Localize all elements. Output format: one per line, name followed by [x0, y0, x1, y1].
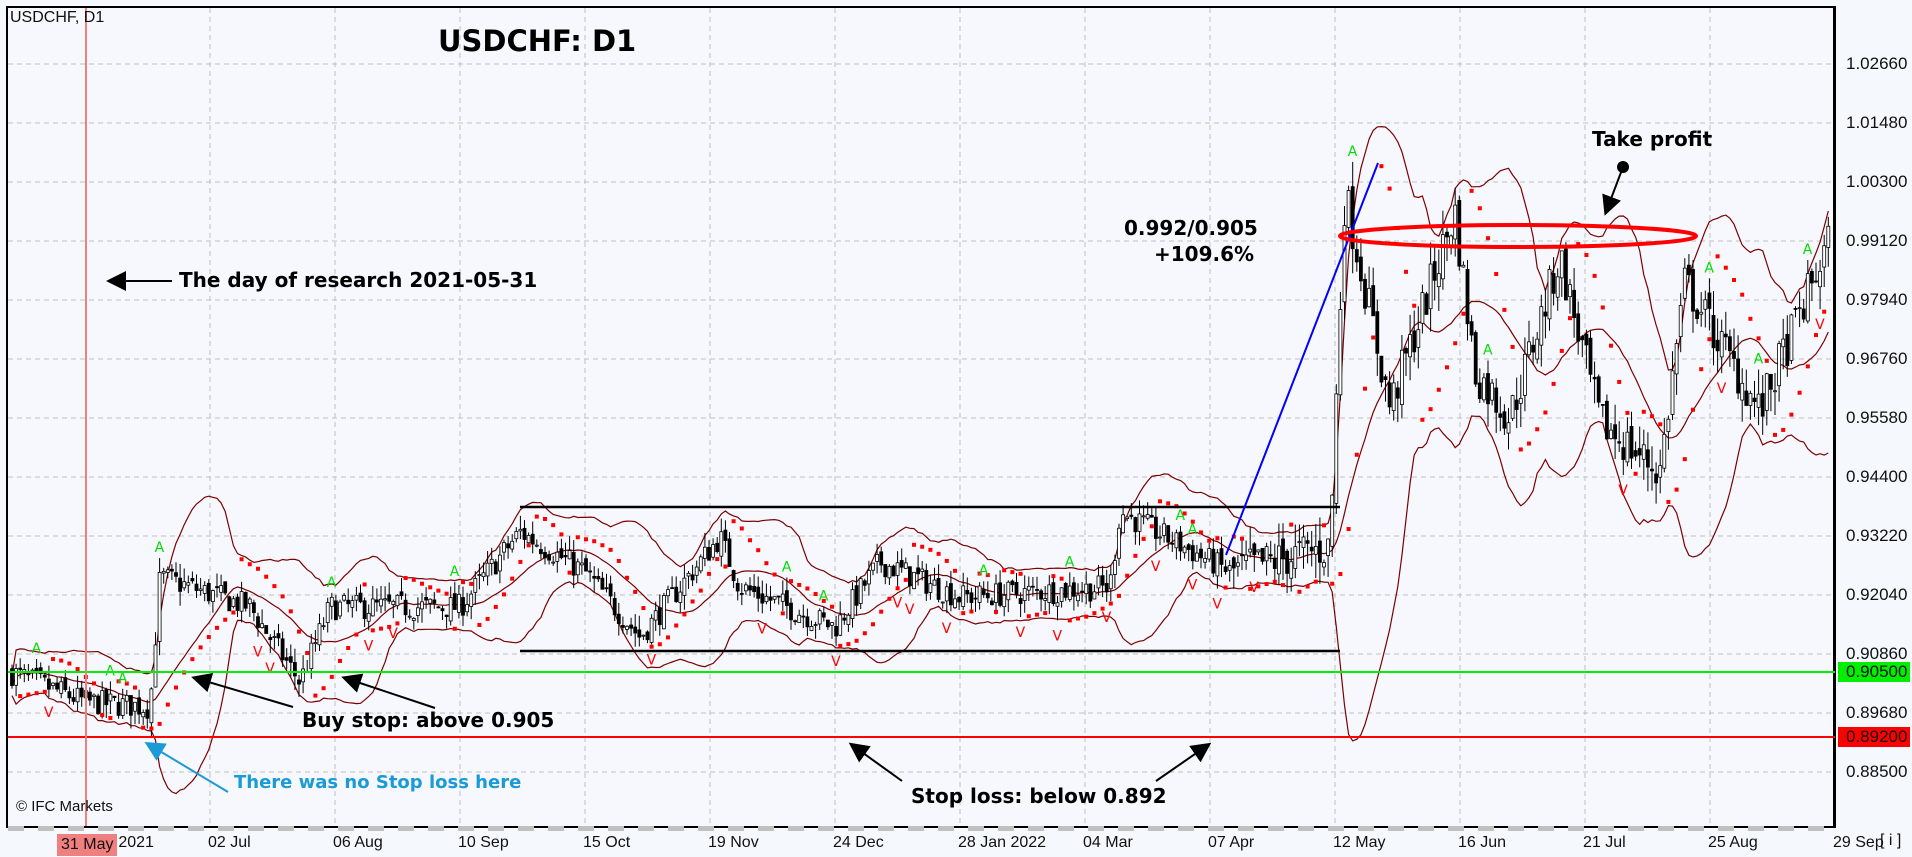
date-tick: 29 Sep: [1833, 834, 1884, 851]
date-tick: 04 Mar: [1083, 834, 1133, 851]
svg-text:V: V: [942, 621, 952, 637]
svg-text:A: A: [1065, 554, 1075, 570]
annotation-arrows: [106, 161, 1629, 793]
svg-text:V: V: [1151, 559, 1161, 575]
date-tick: 15 Oct: [583, 834, 631, 851]
svg-text:A: A: [1704, 260, 1714, 276]
date-tick: 07 Apr: [1208, 834, 1255, 851]
svg-text:A: A: [1188, 522, 1198, 538]
price-tick: 0.95580: [1846, 408, 1908, 427]
svg-text:V: V: [265, 661, 275, 677]
svg-text:V: V: [647, 652, 657, 668]
date-tick: 16 Jun: [1458, 834, 1507, 851]
svg-text:V: V: [1102, 610, 1112, 626]
date-tick: 19 Nov: [708, 834, 759, 851]
stop-loss-annotation: Stop loss: below 0.892: [911, 784, 1167, 808]
price-tick: 0.97940: [1846, 290, 1908, 309]
parabolic-sar: [18, 164, 1827, 731]
date-tick: 06 Aug: [333, 834, 383, 851]
copyright-label: © IFC Markets: [16, 798, 113, 815]
no-stop-loss-annotation: There was no Stop loss here: [234, 772, 522, 793]
svg-text:A: A: [1348, 144, 1358, 160]
svg-text:V: V: [893, 596, 903, 612]
price-badge: 0.89200: [1838, 727, 1910, 747]
info-button[interactable]: [ i ]: [1880, 832, 1902, 849]
svg-text:V: V: [1249, 580, 1259, 596]
price-tick: 1.00300: [1846, 172, 1908, 191]
date-tick: 25 Aug: [1708, 834, 1758, 851]
trend-line: [1225, 162, 1379, 556]
svg-text:V: V: [831, 654, 841, 670]
svg-text:V: V: [388, 626, 398, 642]
chart-title: USDCHF: D1: [438, 24, 637, 58]
svg-text:V: V: [364, 638, 374, 654]
price-tick: 1.01480: [1846, 113, 1908, 132]
date-tick: 12 May: [1333, 834, 1386, 851]
svg-text:V: V: [1815, 317, 1825, 333]
price-badge: 0.90500: [1838, 662, 1910, 682]
date-tick: 24 Dec: [833, 834, 884, 851]
svg-text:A: A: [782, 559, 792, 575]
price-tick: 0.89680: [1846, 703, 1908, 722]
svg-text:V: V: [1016, 625, 1026, 641]
svg-text:V: V: [1717, 381, 1727, 397]
buy-stop-annotation: Buy stop: above 0.905: [302, 708, 555, 732]
ratio-annotation: 0.992/0.905: [1124, 216, 1258, 240]
svg-text:A: A: [1803, 242, 1813, 258]
price-tick: 0.96760: [1846, 349, 1908, 368]
price-tick: 1.02660: [1846, 54, 1908, 73]
svg-text:A: A: [1483, 342, 1493, 358]
svg-text:V: V: [253, 645, 263, 661]
svg-text:A: A: [819, 588, 829, 604]
candles: [10, 161, 1831, 736]
svg-text:A: A: [118, 671, 128, 687]
price-tick: 0.94400: [1846, 467, 1908, 486]
research-day-annotation: The day of research 2021-05-31: [179, 268, 538, 292]
svg-text:V: V: [44, 705, 54, 721]
svg-text:V: V: [1053, 628, 1063, 644]
svg-text:V: V: [905, 602, 915, 618]
price-tick: 0.88500: [1846, 762, 1908, 781]
svg-text:V: V: [1618, 483, 1628, 499]
percent-annotation: +109.6%: [1154, 242, 1255, 266]
price-tick: 0.93220: [1846, 526, 1908, 545]
take-profit-ellipse: [1338, 223, 1698, 249]
svg-text:A: A: [155, 540, 165, 556]
svg-text:A: A: [1176, 508, 1186, 524]
svg-text:A: A: [1754, 352, 1764, 368]
symbol-label: USDCHF, D1: [10, 9, 105, 26]
date-tick: 28 Jan 2022: [958, 834, 1047, 851]
take-profit-annotation: Take profit: [1592, 127, 1713, 151]
svg-text:V: V: [1212, 597, 1222, 613]
date-tick: 02 Jul: [208, 834, 251, 851]
date-tick: 10 Sep: [458, 834, 509, 851]
svg-text:A: A: [450, 564, 460, 580]
svg-text:V: V: [757, 621, 767, 637]
chart-area[interactable]: [6, 6, 1836, 828]
price-tick: 0.90860: [1846, 644, 1908, 663]
svg-text:A: A: [979, 563, 989, 579]
research-date-badge: 31 May: [57, 834, 118, 856]
price-tick: 0.92040: [1846, 585, 1908, 604]
svg-text:A: A: [327, 575, 337, 591]
fractals: AVAAAVVAVVAVVAAVVVVAVVAVVAAVVVAAVAVAAV: [32, 144, 1825, 721]
price-tick: 0.99120: [1846, 231, 1908, 250]
svg-text:A: A: [32, 641, 42, 657]
bollinger-bands: [11, 125, 1829, 795]
svg-text:V: V: [1188, 577, 1198, 593]
date-tick: 21 Jul: [1583, 834, 1626, 851]
